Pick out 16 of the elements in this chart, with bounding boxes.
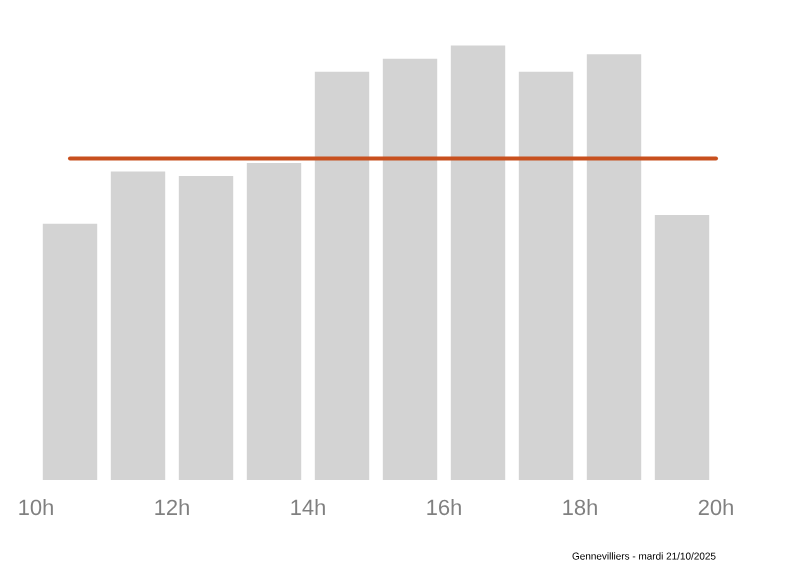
bar <box>450 45 506 480</box>
x-tick-label: 18h <box>563 499 597 516</box>
bar <box>518 71 574 480</box>
bar <box>178 175 234 480</box>
bar <box>586 54 642 480</box>
x-tick-label: 12h <box>155 499 189 515</box>
x-tick-label: 16h <box>427 499 461 516</box>
bar <box>314 71 370 480</box>
x-tick-label: 14h <box>291 499 325 515</box>
bar <box>42 223 98 480</box>
x-tick-label: 20h <box>698 499 733 516</box>
bar <box>654 215 710 480</box>
bar <box>110 171 166 480</box>
x-tick-label: 10h <box>19 499 53 516</box>
bar <box>246 162 302 480</box>
bar <box>382 58 438 480</box>
